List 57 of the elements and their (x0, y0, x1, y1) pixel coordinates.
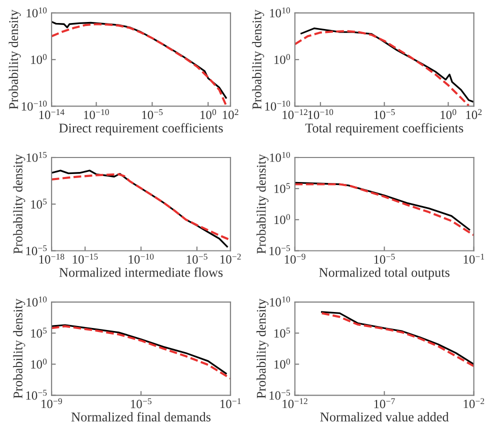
x-tick-label: 10$^{−15}$ (72, 254, 98, 264)
y-axis-title: Probability density (256, 298, 268, 398)
x-tick-label: 10$^{−7}$ (374, 398, 395, 408)
y-tick-label: 10$^{−5}$ (270, 390, 290, 400)
x-tick-label: 10$^{2}$ (222, 109, 238, 120)
x-tick-label: 10$^{−2}$ (464, 398, 484, 408)
y-tick-label: 10$^{0}$ (274, 358, 290, 369)
x-axis-title: Direct requirement coefficients (59, 123, 223, 136)
x-tick-label: 10$^{−1}$ (464, 254, 484, 264)
y-tick-label: 10$^{15}$ (26, 152, 47, 162)
y-tick-label: 10$^{10}$ (270, 7, 290, 18)
y-tick-label: 10$^{10}$ (26, 7, 47, 18)
x-tick-label: 10$^{−5}$ (374, 254, 395, 264)
y-axis-title: Probability density (256, 154, 268, 254)
y-tick-label: 10$^{5}$ (31, 328, 47, 338)
y-tick-label: 10$^{10}$ (270, 152, 290, 162)
y-tick-label: 10$^{10}$ (26, 296, 47, 306)
x-tick-label: 10$^{−12}$ (282, 398, 308, 408)
y-tick-label: 10$^{−5}$ (26, 390, 47, 400)
y-tick-label: 10$^{5}$ (274, 328, 290, 338)
x-tick-label: 10$^{−5}$ (142, 109, 163, 120)
y-axis-title: Probability density (252, 10, 264, 110)
y-tick-label: 10$^{10}$ (270, 296, 290, 306)
y-tick-label: 10$^{0}$ (274, 214, 290, 224)
x-axis-title: Total requirement coefficients (305, 123, 464, 136)
x-tick-label: 10$^{−9}$ (42, 398, 62, 408)
y-tick-label: 10$^{5}$ (274, 183, 290, 194)
x-tick-label: 10$^{−5}$ (186, 254, 208, 264)
x-tick-label: 10$^{−10}$ (84, 109, 109, 120)
y-tick-label: 10$^{0}$ (274, 54, 290, 64)
x-tick-label: 10$^{0}$ (200, 109, 216, 120)
x-tick-label: 10$^{2}$ (466, 109, 482, 120)
x-axis-title: Normalized final demands (71, 412, 211, 422)
x-tick-label: 10$^{−10}$ (308, 109, 334, 120)
y-tick-label: 10$^{0}$ (31, 54, 47, 64)
y-tick-label: 10$^{5}$ (31, 198, 47, 209)
x-tick-label: 10$^{−10}$ (128, 254, 154, 264)
x-tick-label: 10$^{−18}$ (39, 254, 64, 264)
x-tick-label: 10$^{−2}$ (220, 254, 241, 264)
x-tick-label: 10$^{0}$ (440, 109, 456, 120)
x-tick-label: 10$^{−9}$ (284, 254, 306, 264)
x-tick-label: 10$^{−14}$ (39, 109, 64, 120)
y-axis-title: Probability density (13, 298, 26, 398)
y-axis-title: Probability density (8, 10, 21, 110)
x-tick-label: 10$^{−5}$ (130, 398, 152, 408)
y-tick-label: 10$^{−5}$ (270, 245, 290, 256)
x-axis-title: Normalized intermediate flows (59, 268, 223, 277)
y-tick-label: 10$^{−5}$ (26, 245, 47, 256)
y-tick-label: 10$^{−10}$ (22, 100, 47, 111)
x-axis-title: Normalized value added (320, 412, 449, 422)
x-tick-label: 10$^{−1}$ (220, 398, 241, 408)
y-axis-title: Probability density (13, 154, 26, 254)
x-tick-label: 10$^{−12}$ (282, 109, 308, 120)
y-tick-label: 10$^{0}$ (31, 358, 47, 369)
x-axis-title: Normalized total outputs (319, 268, 450, 280)
x-tick-label: 10$^{−5}$ (374, 109, 395, 120)
y-tick-label: 10$^{−10}$ (265, 100, 290, 111)
